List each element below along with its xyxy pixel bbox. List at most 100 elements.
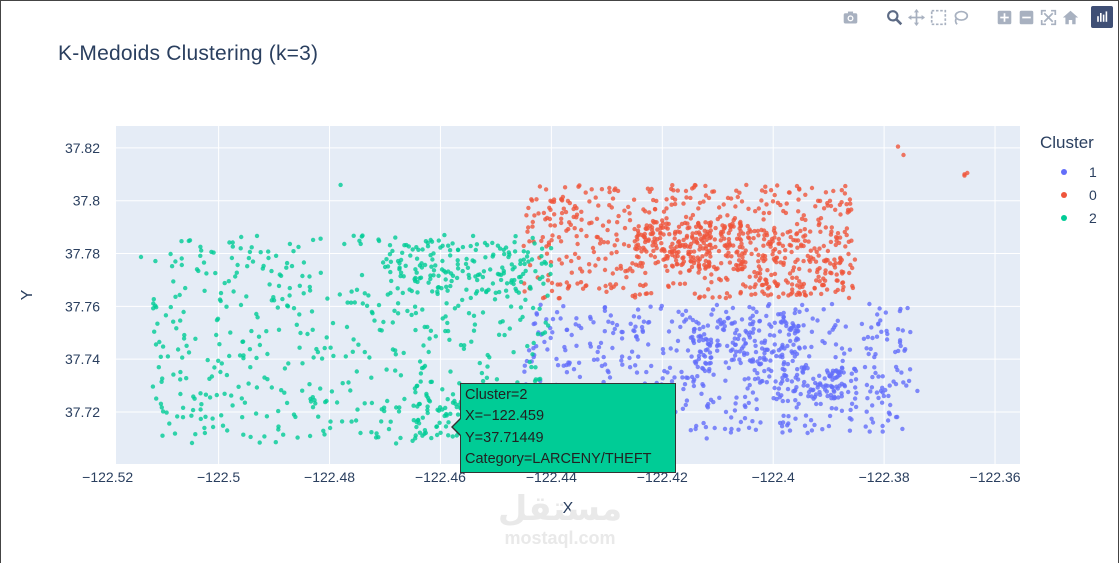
data-point-cluster-2[interactable] — [522, 261, 527, 267]
data-point-cluster-0[interactable] — [790, 290, 795, 295]
data-point-cluster-1[interactable] — [692, 326, 697, 332]
data-point-cluster-1[interactable] — [904, 383, 909, 388]
data-point-cluster-1[interactable] — [802, 379, 807, 385]
data-point-cluster-1[interactable] — [764, 347, 769, 352]
data-point-cluster-0[interactable] — [689, 264, 695, 270]
data-point-cluster-0[interactable] — [611, 284, 616, 289]
data-point-cluster-0[interactable] — [737, 236, 742, 241]
data-point-cluster-2[interactable] — [230, 244, 235, 249]
data-point-cluster-1[interactable] — [737, 349, 742, 354]
data-point-cluster-1[interactable] — [690, 334, 695, 340]
data-point-cluster-2[interactable] — [345, 300, 350, 305]
data-point-cluster-0[interactable] — [597, 241, 603, 246]
data-point-cluster-0[interactable] — [802, 227, 807, 232]
data-point-cluster-1[interactable] — [869, 385, 875, 390]
data-point-cluster-0[interactable] — [711, 189, 717, 194]
data-point-cluster-0[interactable] — [783, 278, 789, 283]
data-point-cluster-0[interactable] — [710, 295, 715, 300]
data-point-cluster-0[interactable] — [740, 245, 745, 250]
data-point-cluster-1[interactable] — [787, 327, 792, 332]
data-point-cluster-0[interactable] — [716, 205, 722, 210]
data-point-cluster-0[interactable] — [768, 292, 774, 297]
data-point-cluster-0[interactable] — [840, 271, 845, 276]
data-point-cluster-2[interactable] — [433, 263, 438, 268]
data-point-cluster-0[interactable] — [790, 275, 795, 280]
data-point-cluster-2[interactable] — [295, 435, 300, 440]
data-point-cluster-1[interactable] — [802, 365, 807, 370]
data-point-cluster-0[interactable] — [728, 223, 734, 229]
data-point-cluster-0[interactable] — [575, 241, 580, 247]
data-point-cluster-0[interactable] — [596, 256, 601, 262]
data-point-cluster-0[interactable] — [738, 289, 743, 295]
data-point-cluster-1[interactable] — [711, 399, 716, 405]
data-point-cluster-0[interactable] — [843, 183, 848, 189]
data-point-cluster-1[interactable] — [820, 427, 825, 432]
data-point-cluster-1[interactable] — [737, 333, 742, 338]
data-point-cluster-2[interactable] — [254, 233, 260, 239]
data-point-cluster-0[interactable] — [828, 261, 833, 266]
data-point-cluster-2[interactable] — [212, 365, 217, 370]
data-point-cluster-1[interactable] — [822, 340, 827, 346]
data-point-cluster-0[interactable] — [828, 232, 834, 237]
data-point-cluster-2[interactable] — [394, 405, 399, 410]
data-point-cluster-0[interactable] — [755, 228, 760, 234]
data-point-cluster-1[interactable] — [886, 393, 891, 399]
data-point-cluster-0[interactable] — [615, 237, 620, 243]
data-point-cluster-0[interactable] — [627, 218, 633, 223]
data-point-cluster-0[interactable] — [725, 213, 730, 218]
data-point-cluster-1[interactable] — [785, 377, 790, 383]
data-point-cluster-0[interactable] — [849, 207, 854, 212]
data-point-cluster-2[interactable] — [300, 361, 305, 366]
data-point-cluster-0[interactable] — [828, 270, 833, 275]
data-point-cluster-0[interactable] — [844, 232, 849, 238]
data-point-cluster-2[interactable] — [472, 322, 478, 327]
data-point-cluster-0[interactable] — [557, 257, 562, 262]
data-point-cluster-0[interactable] — [626, 204, 631, 210]
data-point-cluster-2[interactable] — [444, 301, 449, 306]
data-point-cluster-1[interactable] — [872, 354, 877, 360]
data-point-cluster-1[interactable] — [725, 343, 730, 349]
data-point-cluster-2[interactable] — [415, 418, 421, 423]
data-point-cluster-0[interactable] — [834, 272, 839, 277]
data-point-cluster-0[interactable] — [673, 258, 679, 263]
data-point-cluster-2[interactable] — [490, 281, 496, 286]
data-point-cluster-1[interactable] — [693, 426, 698, 432]
data-point-cluster-0[interactable] — [614, 232, 619, 237]
data-point-cluster-0[interactable] — [756, 259, 761, 264]
data-point-cluster-1[interactable] — [755, 359, 760, 364]
data-point-cluster-2[interactable] — [273, 440, 278, 445]
data-point-cluster-2[interactable] — [153, 258, 158, 264]
data-point-cluster-1[interactable] — [668, 346, 673, 351]
data-point-cluster-2[interactable] — [401, 350, 406, 356]
data-point-cluster-0[interactable] — [690, 186, 695, 191]
data-point-cluster-2[interactable] — [230, 240, 235, 245]
data-point-cluster-0[interactable] — [527, 263, 533, 268]
data-point-cluster-1[interactable] — [785, 361, 791, 367]
data-point-cluster-0[interactable] — [709, 280, 714, 285]
data-point-cluster-0[interactable] — [642, 234, 647, 240]
data-point-cluster-1[interactable] — [631, 314, 637, 319]
data-point-cluster-0[interactable] — [671, 188, 676, 193]
data-point-cluster-2[interactable] — [423, 239, 429, 244]
data-point-cluster-2[interactable] — [240, 339, 246, 344]
data-point-cluster-0[interactable] — [764, 202, 769, 207]
data-point-cluster-2[interactable] — [155, 321, 160, 326]
data-point-cluster-1[interactable] — [666, 329, 672, 334]
data-point-cluster-0[interactable] — [546, 242, 552, 247]
data-point-cluster-0[interactable] — [761, 210, 766, 216]
data-point-cluster-1[interactable] — [800, 370, 806, 375]
data-point-cluster-0[interactable] — [568, 222, 573, 227]
data-point-cluster-1[interactable] — [569, 332, 574, 338]
data-point-cluster-0[interactable] — [731, 266, 736, 272]
data-point-cluster-0[interactable] — [706, 195, 712, 201]
data-point-cluster-1[interactable] — [577, 374, 583, 380]
data-point-cluster-0[interactable] — [586, 262, 592, 267]
data-point-cluster-2[interactable] — [398, 373, 404, 378]
data-point-cluster-0[interactable] — [702, 228, 707, 233]
data-point-cluster-0[interactable] — [642, 247, 647, 252]
data-point-cluster-0[interactable] — [759, 188, 765, 193]
data-point-cluster-0[interactable] — [774, 260, 779, 265]
data-point-cluster-1[interactable] — [780, 366, 785, 372]
data-point-cluster-2[interactable] — [384, 367, 389, 372]
data-point-cluster-0[interactable] — [759, 227, 764, 233]
